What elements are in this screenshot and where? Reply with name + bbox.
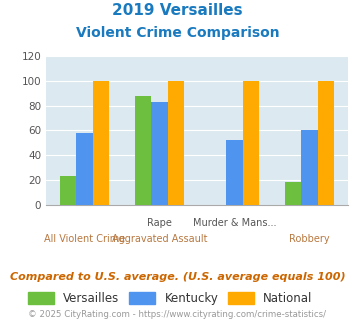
Bar: [135, 96, 151, 205]
Text: © 2025 CityRating.com - https://www.cityrating.com/crime-statistics/: © 2025 CityRating.com - https://www.city…: [28, 310, 327, 319]
Bar: [301, 130, 318, 205]
Bar: [151, 102, 168, 205]
Bar: [76, 133, 93, 205]
Text: All Violent Crime: All Violent Crime: [44, 234, 125, 244]
Legend: Versailles, Kentucky, National: Versailles, Kentucky, National: [28, 292, 312, 305]
Bar: [60, 176, 76, 205]
Bar: [243, 81, 259, 205]
Bar: [168, 81, 184, 205]
Text: Violent Crime Comparison: Violent Crime Comparison: [76, 26, 279, 40]
Text: Aggravated Assault: Aggravated Assault: [112, 234, 207, 244]
Text: Robbery: Robbery: [289, 234, 330, 244]
Bar: [226, 140, 243, 205]
Text: Compared to U.S. average. (U.S. average equals 100): Compared to U.S. average. (U.S. average …: [10, 272, 345, 282]
Bar: [285, 182, 301, 205]
Text: Murder & Mans...: Murder & Mans...: [193, 218, 276, 228]
Text: 2019 Versailles: 2019 Versailles: [112, 3, 243, 18]
Bar: [318, 81, 334, 205]
Bar: [93, 81, 109, 205]
Text: Rape: Rape: [147, 218, 172, 228]
